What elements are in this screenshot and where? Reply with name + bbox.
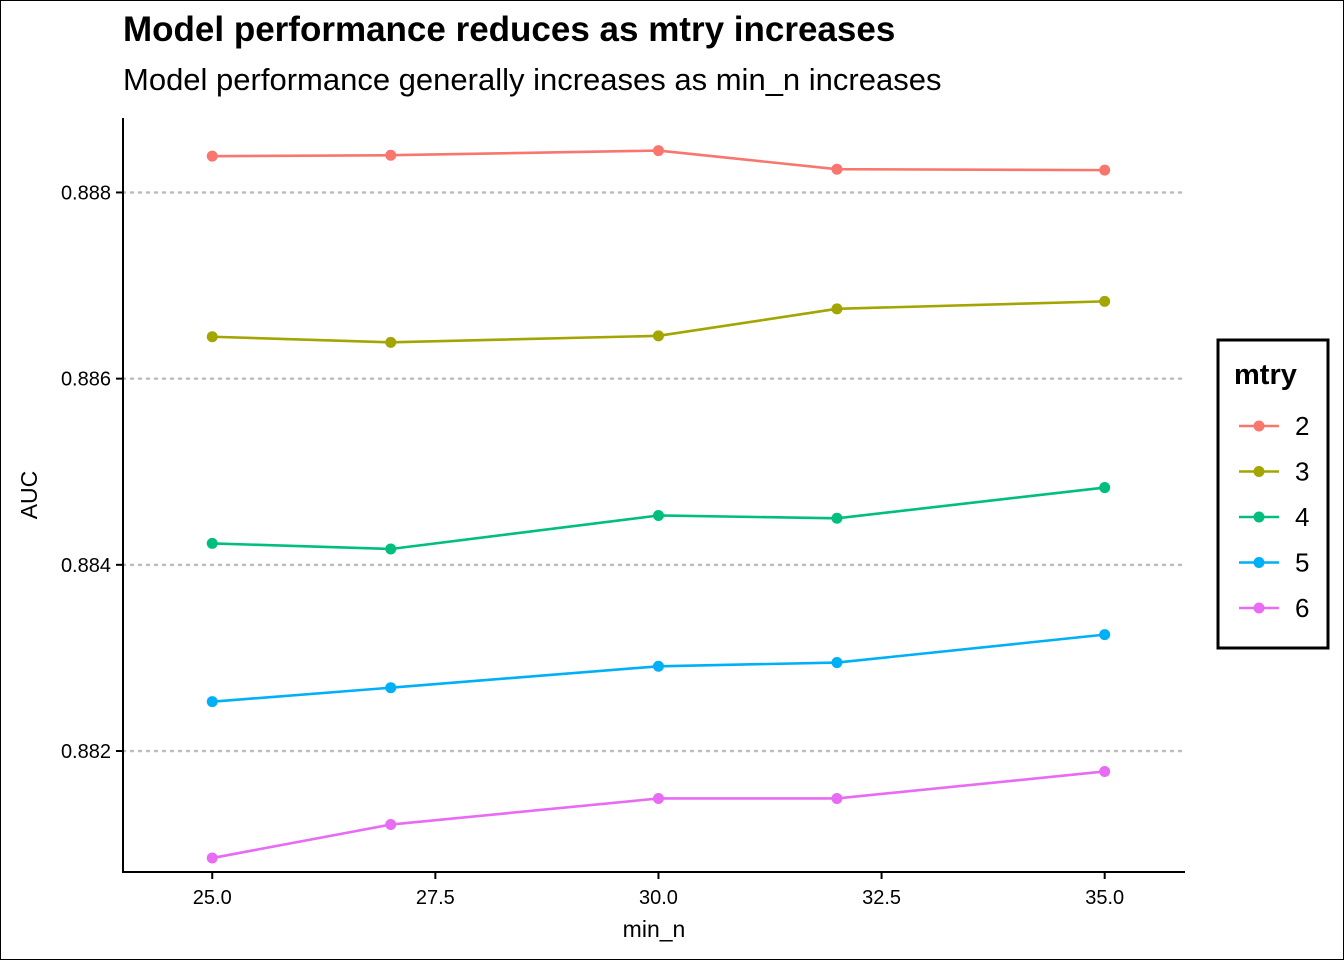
x-tick-label-4: 35.0 <box>1085 887 1124 909</box>
legend-key-point-5 <box>1253 557 1265 568</box>
y-tick-label-3: 0.888 <box>61 182 111 204</box>
x-tick-label-2: 30.0 <box>639 887 678 909</box>
axes: 0.882 0.884 0.886 0.888 25.0 27.5 30.0 32.5 35.0 <box>61 118 1185 909</box>
x-axis-title: min_n <box>623 916 686 942</box>
data-point-mtry-3-2 <box>652 330 664 342</box>
legend-box <box>1216 338 1330 650</box>
data-point-mtry-2-0 <box>206 150 218 162</box>
data-point-mtry-5-3 <box>831 657 843 669</box>
data-point-mtry-4-4 <box>1099 482 1111 494</box>
series-mtry-6 <box>206 765 1111 864</box>
y-tick-label-2: 0.886 <box>61 369 111 391</box>
data-point-mtry-4-3 <box>831 512 843 524</box>
legend-label-6: 6 <box>1295 593 1309 623</box>
data-point-mtry-6-3 <box>831 792 843 804</box>
x-tick-label-3: 32.5 <box>862 887 901 909</box>
series-line-mtry-6 <box>212 770 1105 860</box>
series-mtry-3 <box>206 295 1111 348</box>
data-point-mtry-3-0 <box>206 331 218 343</box>
legend-label-4: 4 <box>1295 502 1309 532</box>
legend: mtry 2 3 4 5 6 <box>1216 338 1330 650</box>
legend-label-2: 2 <box>1295 411 1309 441</box>
data-point-mtry-5-4 <box>1099 629 1111 641</box>
y-axis-title: AUC <box>16 471 42 520</box>
legend-key-point-2 <box>1253 420 1265 432</box>
y-tick-label-1: 0.884 <box>61 555 111 577</box>
data-point-mtry-5-1 <box>385 682 397 694</box>
data-point-mtry-3-3 <box>831 303 843 315</box>
legend-label-3: 3 <box>1295 457 1309 487</box>
x-tick-label-0: 25.0 <box>193 887 232 909</box>
data-point-mtry-2-4 <box>1099 164 1111 176</box>
grid-lines <box>121 191 1187 753</box>
data-point-mtry-2-2 <box>652 145 664 157</box>
data-point-mtry-2-3 <box>831 163 843 175</box>
legend-title: mtry <box>1234 359 1297 391</box>
data-point-mtry-5-2 <box>652 660 664 672</box>
series-mtry-2 <box>206 145 1111 176</box>
data-point-mtry-6-0 <box>206 852 218 864</box>
chart-subtitle: Model performance generally increases as… <box>123 62 942 97</box>
y-tick-label-0: 0.882 <box>61 741 111 763</box>
data-point-mtry-6-2 <box>652 792 664 804</box>
data-point-mtry-3-1 <box>385 336 397 348</box>
x-tick-label-1: 27.5 <box>416 887 455 909</box>
data-point-mtry-4-2 <box>652 509 664 521</box>
series-mtry-5 <box>206 629 1111 708</box>
data-point-mtry-5-0 <box>206 696 218 708</box>
data-point-mtry-6-4 <box>1099 765 1111 777</box>
data-point-mtry-4-0 <box>206 537 218 549</box>
legend-key-point-6 <box>1253 602 1265 614</box>
legend-key-point-3 <box>1253 466 1265 477</box>
data-point-mtry-6-1 <box>385 819 397 831</box>
legend-key-point-4 <box>1253 511 1265 523</box>
series-group <box>206 145 1111 864</box>
legend-label-5: 5 <box>1295 548 1309 578</box>
data-point-mtry-2-1 <box>385 149 397 161</box>
data-point-mtry-3-4 <box>1099 295 1111 307</box>
series-mtry-4 <box>206 482 1111 555</box>
data-point-mtry-4-1 <box>385 543 397 555</box>
chart-title: Model performance reduces as mtry increa… <box>123 10 896 49</box>
